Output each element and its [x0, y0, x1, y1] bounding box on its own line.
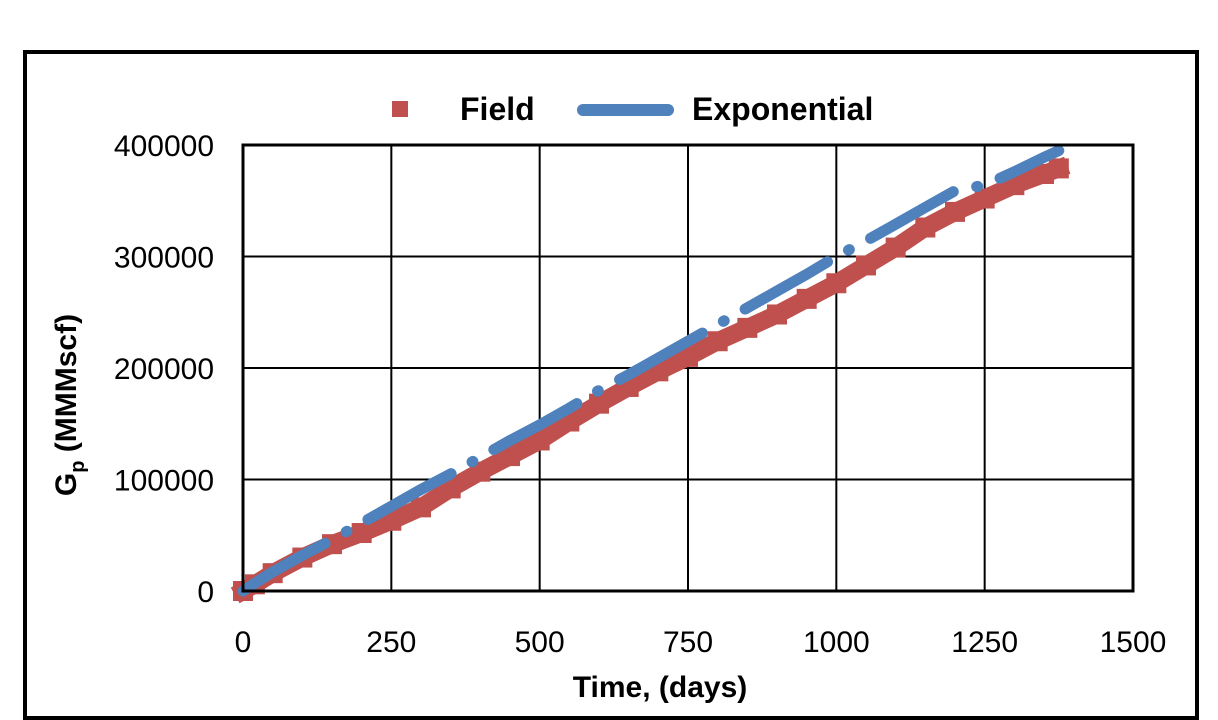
x-tick-labels: 0 250 500 750 1000 1250 1500 [235, 626, 1167, 659]
legend-field-label: Field [460, 91, 535, 127]
y-axis-title: Gp (MMMscf) [50, 314, 89, 496]
y-tick-label-0: 0 [197, 576, 214, 609]
plot-area-border [241, 143, 1135, 593]
y-tick-label-1: 100000 [114, 465, 214, 498]
x-tick-label-4: 1000 [803, 626, 870, 659]
series-exponential [237, 145, 1065, 597]
field-line [230, 156, 1071, 604]
x-tick-label-1: 250 [366, 626, 416, 659]
y-axis-title-subscript: p [67, 461, 89, 473]
y-tick-label-2: 200000 [114, 353, 214, 386]
y-axis-title-rest: (MMMscf) [50, 314, 83, 461]
x-tick-label-6: 1500 [1100, 626, 1167, 659]
y-tick-labels: 0 100000 200000 300000 400000 [114, 130, 214, 609]
y-axis-title-main: G [50, 473, 83, 496]
x-tick-label-0: 0 [235, 626, 252, 659]
chart-frame [23, 50, 1199, 720]
exponential-line [237, 145, 1065, 597]
y-tick-label-3: 300000 [114, 242, 214, 275]
legend: Field Exponential [392, 91, 873, 127]
x-tick-label-2: 500 [515, 626, 565, 659]
x-tick-label-5: 1250 [951, 626, 1018, 659]
x-tick-label-3: 750 [663, 626, 713, 659]
legend-exponential-label: Exponential [692, 91, 873, 127]
y-tick-label-4: 400000 [114, 130, 214, 163]
x-axis-title: Time, (days) [573, 671, 748, 704]
legend-field-marker [392, 101, 408, 117]
